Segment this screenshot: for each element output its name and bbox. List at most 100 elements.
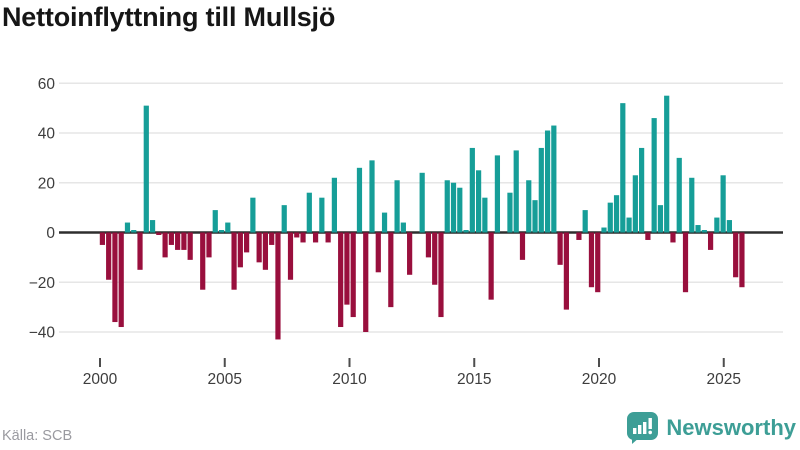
bar-2004Q1	[200, 232, 206, 290]
bar-2007Q4	[294, 232, 300, 238]
bar-2003Q3	[187, 232, 193, 260]
chart-title: Nettoinflyttning till Mullsjö	[2, 2, 336, 32]
bar-2010Q4	[369, 160, 375, 233]
bar-2022Q3	[664, 95, 670, 233]
bar-2020Q3	[613, 195, 620, 233]
bar-2000Q3	[112, 232, 118, 323]
bar-2013Q2	[432, 232, 438, 285]
bar-2006Q4	[269, 232, 275, 245]
bar-2017Q4	[544, 130, 551, 233]
bar-2021Q2	[632, 175, 638, 233]
bar-2013Q4	[444, 180, 450, 233]
bar-2011Q4	[394, 180, 400, 233]
bar-2005Q1	[225, 222, 231, 233]
bar-2001Q4	[143, 105, 149, 233]
y-axis-label: 0	[46, 225, 55, 242]
bar-2000Q2	[106, 232, 112, 280]
bar-2002Q2	[156, 232, 162, 235]
y-axis-label: 20	[38, 175, 56, 192]
bar-2007Q2	[281, 205, 287, 233]
bar-2010Q1	[350, 232, 356, 318]
bar-2023Q2	[682, 232, 689, 293]
bar-2020Q4	[620, 103, 626, 233]
bar-2017Q2	[532, 200, 538, 233]
bar-2011Q2	[381, 212, 388, 233]
bar-2001Q2	[131, 230, 137, 233]
bar-2009Q2	[331, 177, 337, 233]
bar-2015Q4	[494, 155, 501, 233]
bar-2021Q3	[639, 147, 645, 233]
bar-2011Q3	[388, 232, 394, 308]
bar-2014Q1	[450, 182, 457, 233]
bar-2005Q4	[244, 232, 250, 253]
bar-2025Q3	[739, 232, 745, 288]
bar-2013Q3	[438, 232, 444, 318]
x-axis-label: 2025	[707, 371, 741, 388]
bar-2019Q4	[595, 232, 601, 293]
bar-2001Q3	[137, 232, 143, 270]
bar-2008Q2	[306, 192, 312, 233]
bar-2008Q4	[319, 197, 325, 233]
bar-2013Q1	[425, 232, 432, 258]
x-axis-label: 2005	[208, 371, 242, 388]
bar-2021Q1	[626, 217, 632, 233]
bar-2019Q3	[588, 232, 595, 288]
bar-2007Q1	[275, 232, 281, 340]
bar-2020Q1	[601, 227, 607, 233]
bar-2015Q3	[488, 232, 494, 300]
bar-2025Q1	[726, 220, 732, 233]
bar-2016Q4	[519, 232, 526, 260]
y-axis-label: 40	[38, 126, 56, 143]
x-axis-label: 2000	[83, 371, 118, 388]
bar-2003Q2	[181, 232, 187, 250]
bar-2014Q4	[469, 147, 475, 233]
newsworthy-logo: Newsworthy	[626, 411, 796, 445]
bar-2014Q3	[463, 230, 469, 233]
bar-2000Q4	[118, 232, 124, 328]
bar-2019Q1	[576, 232, 582, 240]
newsworthy-logo-icon	[627, 412, 659, 444]
bar-2004Q3	[212, 210, 218, 233]
bar-2004Q4	[218, 230, 225, 233]
bar-2002Q4	[168, 232, 174, 245]
bar-2009Q3	[338, 232, 344, 328]
bar-2019Q2	[582, 210, 588, 233]
bar-2007Q3	[287, 232, 294, 280]
bar-2009Q4	[344, 232, 350, 305]
bar-2023Q4	[695, 225, 701, 233]
bar-2014Q2	[457, 187, 463, 233]
bar-2009Q1	[325, 232, 331, 243]
x-axis-label: 2010	[332, 371, 367, 388]
bar-2010Q2	[356, 167, 363, 233]
bar-2020Q2	[607, 202, 613, 233]
bar-2023Q1	[676, 157, 682, 233]
x-axis-label: 2020	[582, 371, 617, 388]
y-axis-label: −40	[29, 325, 56, 342]
bar-2017Q3	[538, 147, 544, 233]
bar-2012Q4	[419, 172, 425, 233]
bar-2011Q1	[375, 232, 381, 273]
bar-2015Q1	[476, 170, 482, 233]
bar-2022Q4	[670, 232, 676, 243]
bar-2003Q1	[175, 232, 181, 250]
bar-2001Q1	[124, 222, 131, 233]
bar-2016Q3	[513, 150, 519, 233]
bar-2004Q2	[206, 232, 212, 258]
bar-2018Q2	[557, 232, 563, 265]
bar-2006Q1	[250, 197, 256, 233]
bar-2022Q1	[651, 118, 657, 233]
bar-2018Q1	[551, 125, 557, 233]
bar-2006Q3	[262, 232, 269, 270]
bar-2000Q1	[99, 232, 105, 245]
bar-2010Q3	[363, 232, 369, 332]
bar-2012Q2	[407, 232, 413, 275]
bar-2023Q3	[689, 177, 695, 233]
bar-2005Q2	[231, 232, 237, 290]
bar-2025Q2	[733, 232, 739, 278]
bar-2008Q1	[300, 232, 306, 243]
bar-2017Q1	[526, 180, 532, 233]
source-caption: Källa: SCB	[2, 428, 73, 444]
bar-2024Q2	[707, 232, 714, 250]
